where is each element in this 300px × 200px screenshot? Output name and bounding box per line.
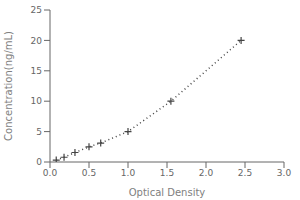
svg-text:Optical Density: Optical Density [129,187,206,198]
svg-text:2.0: 2.0 [199,168,214,178]
svg-text:15: 15 [31,66,42,76]
svg-text:10: 10 [31,96,43,106]
svg-text:20: 20 [31,36,43,46]
svg-text:0: 0 [36,157,42,167]
svg-text:1.0: 1.0 [121,168,136,178]
svg-text:25: 25 [31,5,42,15]
svg-text:0.5: 0.5 [82,168,96,178]
svg-text:2.5: 2.5 [238,168,252,178]
svg-text:0.0: 0.0 [43,168,58,178]
svg-text:5: 5 [36,127,42,137]
svg-text:1.5: 1.5 [160,168,174,178]
svg-text:3.0: 3.0 [277,168,292,178]
svg-text:Concentration(ng/mL): Concentration(ng/mL) [8,31,14,141]
